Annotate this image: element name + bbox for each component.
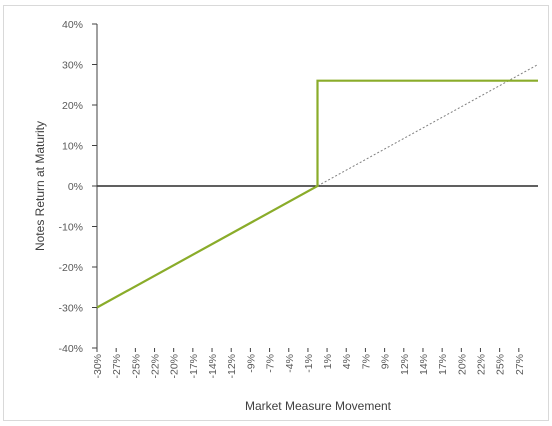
y-tick-label: -20% bbox=[58, 262, 83, 274]
y-tick-label: 40% bbox=[62, 19, 83, 31]
x-tick-label: 4% bbox=[341, 354, 353, 369]
x-axis-title: Market Measure Movement bbox=[245, 399, 392, 413]
x-tick-label: 1% bbox=[322, 354, 334, 369]
x-tick-label: -4% bbox=[284, 354, 296, 373]
chart-frame bbox=[3, 5, 549, 421]
series-line bbox=[96, 79, 538, 309]
y-tick-label: -10% bbox=[58, 222, 83, 234]
y-tick-label: 10% bbox=[62, 141, 83, 153]
y-tick-label: -40% bbox=[58, 343, 83, 355]
x-tick-label: -17% bbox=[188, 354, 200, 379]
y-axis-title: Notes Return at Maturity bbox=[33, 121, 47, 251]
x-tick-label: 7% bbox=[360, 354, 372, 369]
x-tick-label: -12% bbox=[226, 354, 238, 379]
x-tick-label: 25% bbox=[495, 354, 507, 375]
x-tick-label: -22% bbox=[150, 354, 162, 379]
x-tick-label: -30% bbox=[92, 354, 104, 379]
x-tick-label: -9% bbox=[245, 354, 257, 373]
x-tick-label: -1% bbox=[303, 354, 315, 373]
x-tick-label: 27% bbox=[514, 354, 526, 375]
x-tick-label: 20% bbox=[456, 354, 468, 375]
y-tick-label: 0% bbox=[68, 181, 83, 193]
x-tick-label: -20% bbox=[169, 354, 181, 379]
x-tick-label: -14% bbox=[207, 354, 219, 379]
x-tick-label: -27% bbox=[111, 354, 123, 379]
y-tick-label: 30% bbox=[62, 60, 83, 72]
y-tick-label: 20% bbox=[62, 100, 83, 112]
x-tick-label: 17% bbox=[437, 354, 449, 375]
x-tick-label: 14% bbox=[418, 354, 430, 375]
x-tick-label: 22% bbox=[475, 354, 487, 375]
x-tick-label: 9% bbox=[380, 354, 392, 369]
x-tick-label: -25% bbox=[130, 354, 142, 379]
x-tick-label: 12% bbox=[399, 354, 411, 375]
x-tick-label: -7% bbox=[265, 354, 277, 373]
y-tick-label: -30% bbox=[58, 303, 83, 315]
